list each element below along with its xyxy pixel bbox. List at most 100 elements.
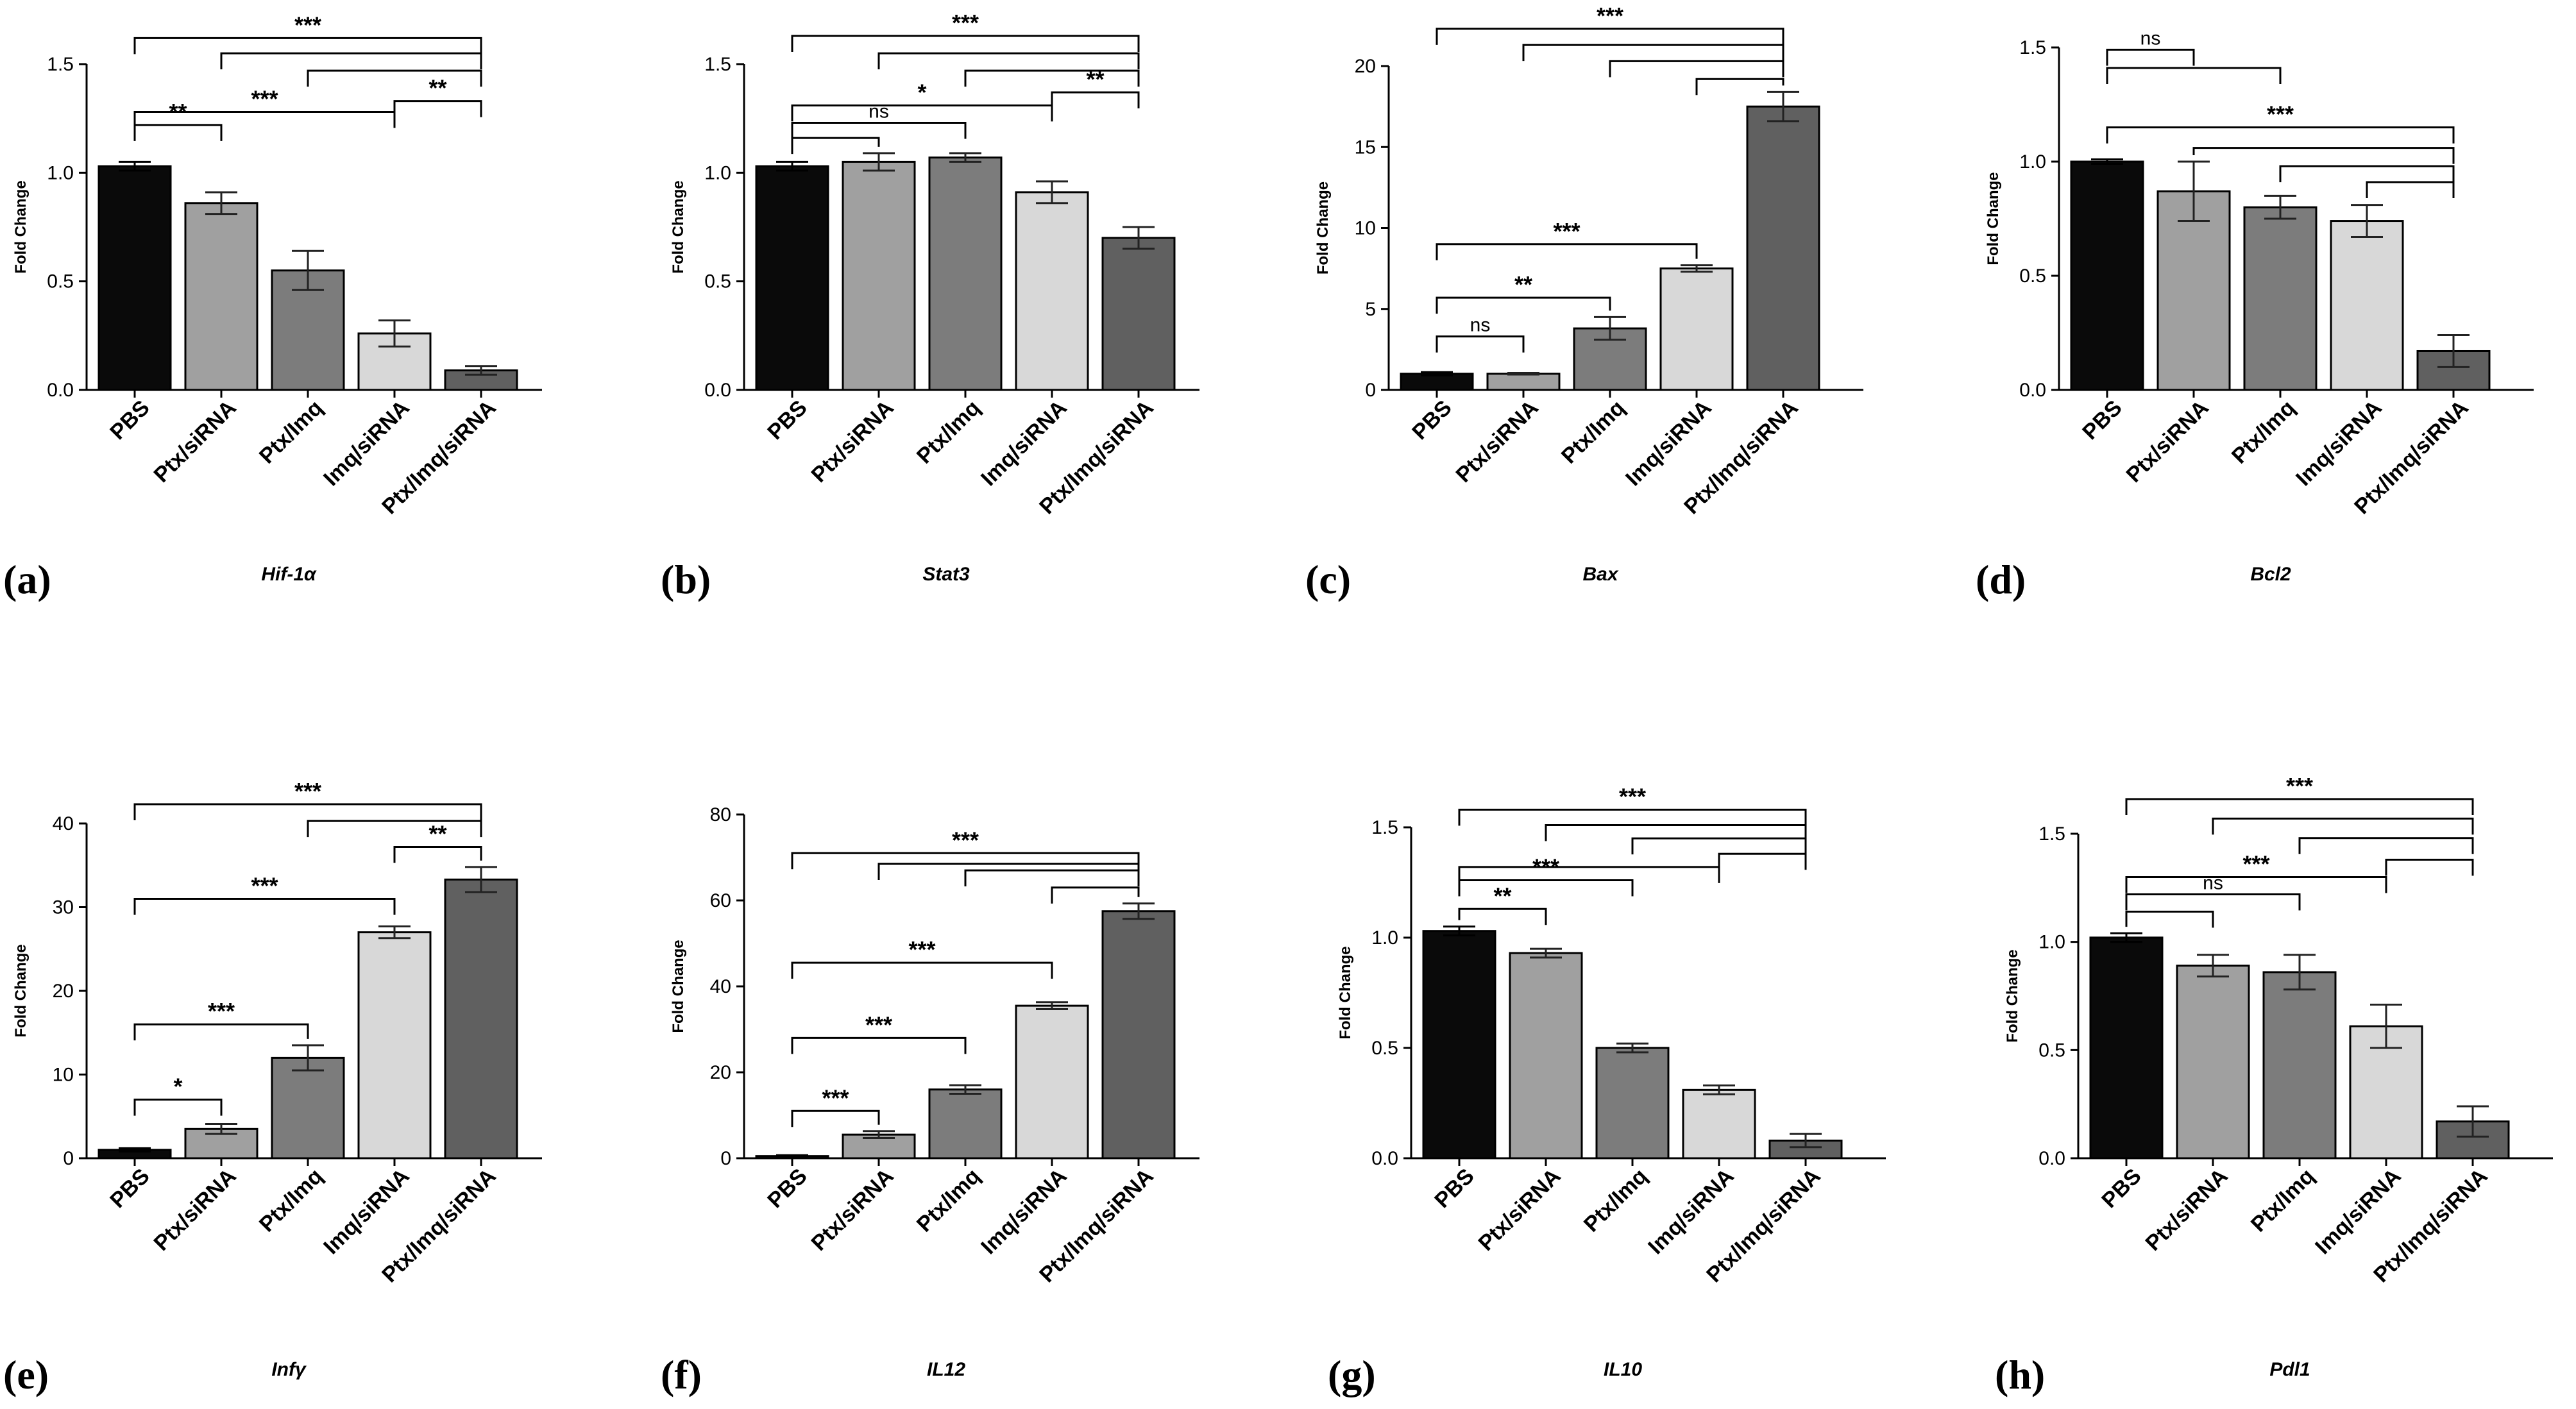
y-tick-label: 1.0 [47, 162, 74, 183]
significance-label: *** [2267, 101, 2294, 128]
y-tick-label: 0.5 [2019, 266, 2046, 287]
significance-bracket [791, 121, 967, 139]
bar-4 [444, 878, 518, 1160]
significance-label: *** [1597, 3, 1623, 29]
y-tick-label: 1.0 [1371, 927, 1398, 949]
significance-bracket [1458, 808, 1807, 826]
x-tick-label: Imq/siRNA [1643, 1164, 1738, 1259]
x-tick-label: Imq/siRNA [319, 396, 414, 491]
x-tick-label: Imq/siRNA [976, 396, 1071, 491]
significance-bracket [307, 820, 482, 838]
x-tick-label: PBS [1430, 1164, 1479, 1213]
y-tick-label: 1.5 [2019, 37, 2046, 58]
y-tick-label: 1.5 [1371, 817, 1398, 838]
x-tick-label: Ptx/Imq [912, 396, 985, 469]
significance-bracket [1522, 44, 1784, 62]
bar-4 [1101, 910, 1176, 1160]
y-tick-label: 1.5 [47, 54, 74, 75]
significance-label: *** [908, 936, 935, 963]
significance-bracket [1458, 866, 1720, 883]
y-axis-label: Fold Change [670, 940, 687, 1033]
gene-title: IL10 [1604, 1359, 1642, 1380]
x-tick-label: PBS [105, 1164, 154, 1213]
bar-0 [2089, 936, 2164, 1160]
panel-letter: (c) [1305, 557, 1351, 602]
significance-bracket [2125, 798, 2474, 816]
significance-label: *** [2242, 850, 2269, 877]
x-tick-label: Ptx/Imq [912, 1164, 985, 1237]
y-tick-label: 5 [1365, 299, 1376, 320]
significance-bracket [877, 863, 1140, 881]
significance-bracket [791, 104, 1053, 122]
significance-bracket [964, 69, 1140, 87]
y-tick-label: 1.0 [704, 162, 731, 183]
bar-0 [2070, 160, 2144, 391]
gene-title: Stat3 [922, 564, 970, 585]
significance-bracket [791, 852, 1140, 870]
significance-bracket [2106, 49, 2195, 66]
significance-bracket [133, 124, 223, 141]
x-tick-label: Ptx/siRNA [149, 1164, 241, 1256]
y-tick-label: 10 [53, 1065, 74, 1086]
bar-1 [842, 160, 916, 391]
significance-label: *** [294, 12, 321, 38]
y-tick-label: 60 [710, 890, 731, 911]
significance-bracket [393, 100, 482, 117]
gene-title: Pdl1 [2269, 1359, 2310, 1380]
bar-0 [1422, 930, 1496, 1160]
x-tick-label: PBS [763, 396, 811, 444]
bar-1 [184, 202, 258, 391]
x-tick-label: Ptx/siRNA [2141, 1164, 2233, 1256]
bar-1 [2176, 965, 2250, 1160]
y-tick-label: 40 [710, 976, 731, 997]
x-tick-label: Ptx/Imq [255, 1164, 328, 1237]
significance-label: *** [1619, 783, 1646, 809]
panel-letter: (d) [1976, 557, 2026, 602]
significance-label: ** [1493, 882, 1511, 909]
significance-bracket [133, 1099, 223, 1116]
bar-2 [928, 156, 1003, 391]
significance-label: ** [428, 821, 446, 847]
y-tick-label: 0.0 [2038, 1148, 2065, 1169]
significance-bracket [2106, 67, 2282, 85]
significance-bracket [1609, 60, 1784, 78]
significance-bracket [1436, 335, 1525, 353]
panel-letter: (e) [3, 1352, 49, 1397]
gene-title: Bax [1582, 564, 1618, 585]
bar-1 [1509, 952, 1583, 1160]
gene-title: Hif-1α [261, 564, 317, 585]
significance-bracket [2385, 858, 2474, 876]
x-tick-label: PBS [2097, 1164, 2146, 1213]
significance-bracket [1718, 852, 1807, 870]
y-tick-label: 1.5 [704, 54, 731, 75]
y-tick-label: 0.0 [2019, 380, 2046, 401]
significance-bracket [1051, 91, 1140, 109]
significance-label: *** [294, 778, 321, 804]
y-tick-label: 0 [63, 1148, 74, 1169]
significance-label: ns [869, 101, 889, 122]
x-tick-label: Ptx/siRNA [807, 396, 899, 487]
y-tick-label: 1.0 [2019, 151, 2046, 173]
y-axis-label: Fold Change [1314, 181, 1332, 274]
significance-bracket [2125, 875, 2387, 893]
x-tick-label: Ptx/Imq [2246, 1164, 2319, 1237]
significance-label: *** [208, 998, 235, 1024]
significance-bracket [2366, 181, 2455, 199]
significance-label: ** [1514, 271, 1532, 298]
bar-0 [97, 165, 172, 391]
significance-bracket [2125, 893, 2301, 911]
significance-bracket [791, 1109, 880, 1127]
significance-bracket [133, 803, 482, 820]
gene-title: IL12 [927, 1359, 965, 1380]
x-tick-label: PBS [105, 396, 154, 444]
x-tick-label: Ptx/siRNA [1452, 396, 1543, 487]
bar-2 [1595, 1047, 1670, 1160]
gene-title: Infγ [271, 1359, 307, 1380]
y-axis-label: Fold Change [12, 180, 30, 273]
y-tick-label: 20 [53, 981, 74, 1002]
